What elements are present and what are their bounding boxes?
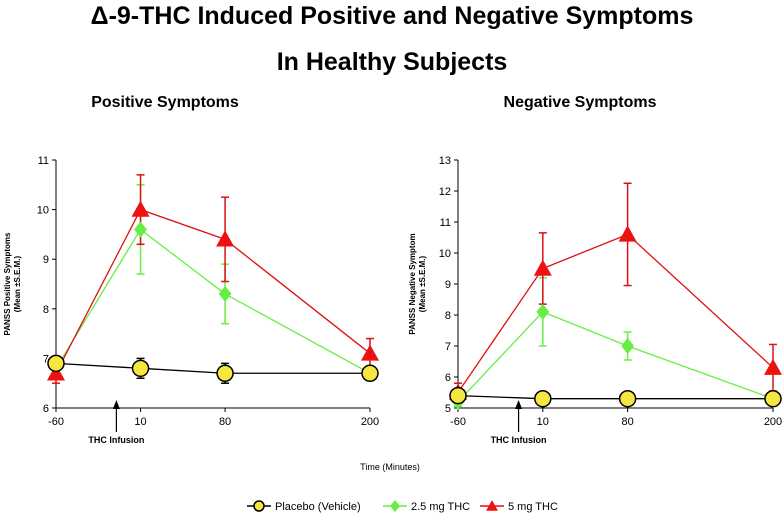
y-axis-label-line: PANSS Positive Symptoms <box>3 232 12 336</box>
panel-title: Positive Symptoms <box>91 94 239 111</box>
data-point <box>131 200 150 217</box>
series-line <box>55 362 370 374</box>
y-axis-label: PANSS Positive Symptoms(Mean ±S.E.M.) <box>3 232 22 336</box>
series-line <box>457 311 774 403</box>
data-point <box>131 359 150 378</box>
y-tick-label: 5 <box>445 403 451 415</box>
data-point <box>216 364 234 383</box>
x-tick-label: 80 <box>219 416 231 428</box>
data-point <box>536 303 550 320</box>
y-tick-label: 10 <box>439 248 451 260</box>
series-line <box>55 208 371 374</box>
data-point <box>621 338 635 354</box>
legend: Placebo (Vehicle) 2.5 mg THC 5 mg THC <box>247 500 558 513</box>
y-tick-label: 6 <box>445 372 451 384</box>
x-tick-label: 80 <box>621 416 633 428</box>
data-point <box>449 386 467 405</box>
series-line <box>457 233 774 393</box>
panel-title: Negative Symptoms <box>504 94 657 111</box>
data-point <box>764 358 782 375</box>
positive-symptoms-chart: Positive Symptoms PANSS Positive Symptoms… <box>3 94 379 445</box>
data-point <box>47 364 65 381</box>
x-tick-label: 10 <box>134 416 146 428</box>
y-axis-label-line: (Mean ±S.E.M.) <box>13 255 22 312</box>
figure-title-line2: In Healthy Subjects <box>276 48 508 76</box>
x-tick-label: 200 <box>361 416 379 428</box>
y-tick-label: 8 <box>445 310 451 322</box>
data-point <box>361 364 379 383</box>
data-point <box>361 344 379 361</box>
y-tick-label: 7 <box>445 341 451 353</box>
data-point <box>134 221 147 238</box>
y-tick-label: 10 <box>37 205 49 217</box>
y-axis-label: PANSS Negative Symptom(Mean ±S.E.M.) <box>408 233 427 334</box>
x-tick-label: 200 <box>764 416 782 428</box>
y-tick-label: 6 <box>43 403 49 415</box>
series-line <box>457 394 773 400</box>
data-point <box>534 389 552 408</box>
y-tick-label: 11 <box>38 155 49 167</box>
data-point <box>764 389 782 408</box>
legend-label: 5 mg THC <box>508 501 558 513</box>
y-axis-label-line: (Mean ±S.E.M.) <box>418 255 427 312</box>
x-tick-label: -60 <box>48 416 64 428</box>
infusion-arrow-head <box>515 400 523 409</box>
y-tick-label: 8 <box>43 304 49 316</box>
data-point <box>618 389 637 408</box>
data-point <box>216 230 235 247</box>
data-point <box>47 354 65 373</box>
legend-swatch-marker <box>390 500 400 512</box>
y-tick-label: 9 <box>43 254 49 266</box>
x-axis-label: Time (Minutes) <box>360 462 420 472</box>
infusion-annotation: THC Infusion <box>88 435 144 445</box>
legend-swatch-marker <box>253 500 265 512</box>
legend-label: Placebo (Vehicle) <box>275 501 361 513</box>
legend-swatch-marker <box>486 500 498 511</box>
y-tick-label: 7 <box>43 353 49 365</box>
figure-title-line1: Δ-9-THC Induced Positive and Negative Sy… <box>90 2 694 30</box>
infusion-annotation: THC Infusion <box>491 435 547 445</box>
x-tick-label: -60 <box>450 416 466 428</box>
y-tick-label: 12 <box>439 186 451 198</box>
y-tick-label: 9 <box>445 279 451 291</box>
y-tick-label: 11 <box>440 217 451 229</box>
data-point <box>218 285 232 302</box>
negative-symptoms-chart: Negative Symptoms PANSS Negative Symptom(… <box>408 94 782 445</box>
data-point <box>533 259 552 276</box>
legend-label: 2.5 mg THC <box>411 501 470 513</box>
x-tick-label: 10 <box>537 416 549 428</box>
infusion-arrow-head <box>112 400 120 409</box>
y-axis-label-line: PANSS Negative Symptom <box>408 233 417 334</box>
data-point <box>618 225 637 242</box>
y-tick-label: 13 <box>439 155 451 167</box>
series-line <box>55 228 371 374</box>
